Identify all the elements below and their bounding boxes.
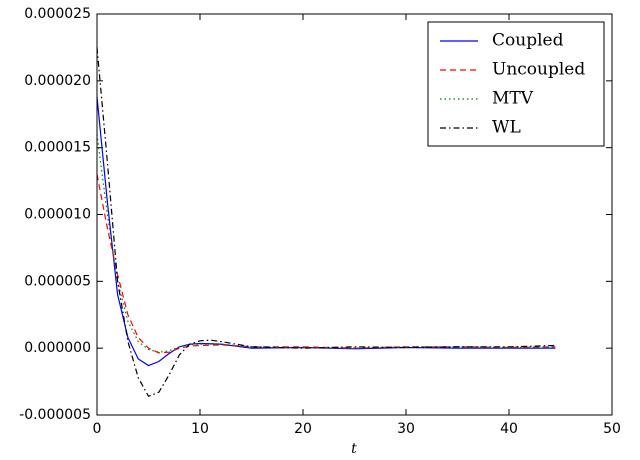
x-tick-label: 0 (93, 421, 102, 437)
x-axis-label: t (351, 441, 357, 457)
x-tick-label: 40 (500, 421, 518, 437)
y-tick-label: 0.000020 (24, 73, 91, 89)
x-tick-label: 10 (191, 421, 209, 437)
x-tick-label: 20 (294, 421, 312, 437)
legend: Coupled Uncoupled MTV WL (427, 21, 605, 147)
legend-box (427, 21, 605, 147)
y-tick-label: 0.000010 (24, 207, 91, 223)
y-tick-label: 0.000005 (24, 273, 91, 289)
series-line (96, 47, 556, 398)
series-line (96, 174, 556, 354)
legend-label: WL (492, 118, 521, 138)
y-tick-label: 0.000025 (24, 6, 91, 22)
y-tick-label: 0.000000 (24, 340, 91, 356)
legend-label: MTV (492, 89, 534, 109)
legend-label: Uncoupled (492, 60, 585, 80)
y-tick-label: -0.000005 (19, 407, 91, 423)
plot-frame (96, 13, 613, 416)
legend-label: Coupled (492, 31, 564, 51)
series-line (96, 134, 556, 353)
series-line (96, 96, 556, 367)
x-tick-label: 30 (397, 421, 415, 437)
x-tick-label: 50 (603, 421, 621, 437)
y-tick-label: 0.000015 (24, 140, 91, 156)
